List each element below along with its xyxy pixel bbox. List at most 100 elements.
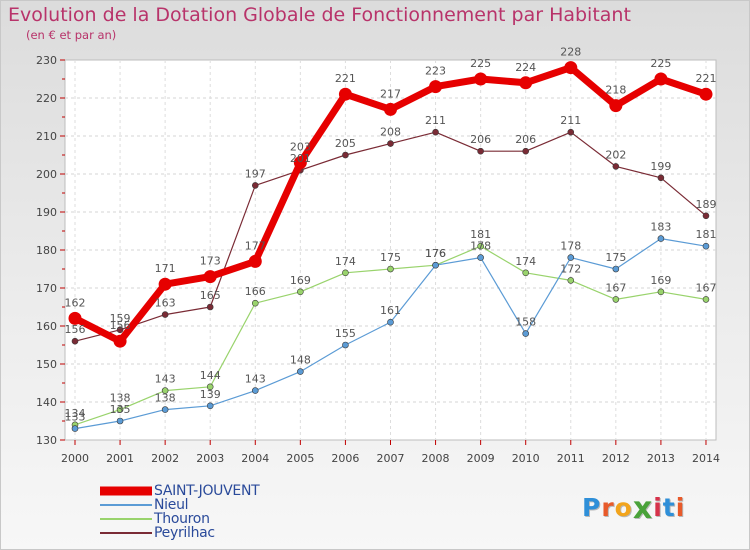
data-label-saint-jouvent: 203: [290, 141, 311, 154]
data-label-nieul: 178: [470, 240, 491, 253]
data-label-saint-jouvent: 171: [155, 262, 176, 275]
data-label-saint-jouvent: 177: [245, 239, 266, 252]
x-tick-label: 2004: [241, 452, 269, 465]
data-label-thouron: 144: [200, 369, 221, 382]
data-label-peyrilhac: 208: [380, 126, 401, 139]
data-point-thouron: [522, 269, 530, 277]
y-tick-label: 230: [36, 54, 57, 67]
data-point-peyrilhac: [657, 174, 665, 182]
series-layer: [68, 61, 713, 432]
logo-letter: t: [662, 493, 676, 522]
data-point-thouron: [477, 242, 484, 250]
data-label-thouron: 175: [380, 251, 401, 264]
x-tick-label: 2007: [376, 452, 404, 465]
data-label-nieul: 176: [425, 247, 446, 260]
data-label-nieul: 148: [290, 354, 311, 367]
data-point-thouron: [297, 288, 304, 296]
data-point-nieul: [342, 341, 349, 349]
data-label-thouron: 167: [605, 281, 626, 294]
y-tick-label: 190: [36, 206, 57, 219]
data-point-peyrilhac: [432, 128, 439, 136]
data-label-saint-jouvent: 173: [200, 255, 221, 268]
legend-label-saint-jouvent: SAINT-JOUVENT: [154, 483, 260, 499]
data-point-saint-jouvent: [564, 61, 578, 75]
data-label-saint-jouvent: 223: [425, 65, 446, 78]
data-label-thouron: 138: [110, 392, 131, 405]
data-point-thouron: [116, 406, 124, 413]
data-point-thouron: [251, 299, 259, 307]
chart-title: Evolution de la Dotation Globale de Fonc…: [8, 4, 631, 26]
grid-layer: [64, 59, 717, 441]
y-tick-label: 140: [36, 396, 57, 409]
y-tick-label: 210: [36, 130, 57, 143]
data-label-peyrilhac: 205: [335, 137, 356, 150]
data-label-saint-jouvent: 224: [515, 61, 536, 74]
y-tick-label: 150: [36, 358, 57, 371]
x-tick-label: 2012: [602, 452, 630, 465]
y-tick-label: 180: [36, 244, 57, 257]
logo-letter: i: [675, 493, 686, 522]
data-label-thouron: 167: [695, 281, 716, 294]
data-point-saint-jouvent: [338, 87, 352, 101]
data-label-saint-jouvent: 221: [695, 72, 716, 85]
data-label-saint-jouvent: 218: [605, 84, 626, 97]
series-nieul: [71, 235, 710, 432]
data-point-saint-jouvent: [474, 72, 488, 86]
data-point-peyrilhac: [477, 147, 484, 155]
data-label-peyrilhac: 159: [110, 312, 131, 325]
data-label-thouron: 143: [155, 373, 176, 386]
y-tick-label: 220: [36, 92, 57, 105]
data-point-nieul: [702, 242, 710, 250]
x-tick-label: 2005: [286, 452, 314, 465]
x-tick-label: 2014: [692, 452, 720, 465]
logo-letter: x: [632, 491, 654, 526]
logo-letter: P: [582, 493, 602, 522]
x-tick-label: 2013: [647, 452, 675, 465]
data-label-peyrilhac: 206: [515, 133, 536, 146]
logo-letter: r: [601, 493, 615, 522]
data-point-thouron: [161, 387, 169, 394]
data-point-thouron: [567, 277, 575, 284]
data-label-nieul: 178: [560, 240, 581, 253]
chart-subtitle: (en € et par an): [26, 28, 117, 42]
data-label-peyrilhac: 201: [290, 152, 311, 165]
data-point-peyrilhac: [567, 128, 575, 136]
data-point-nieul: [71, 425, 79, 432]
data-point-saint-jouvent: [429, 80, 443, 94]
legend-swatch-saint-jouvent: [100, 486, 152, 496]
data-label-thouron: 169: [650, 274, 671, 287]
data-label-nieul: 139: [200, 388, 221, 401]
data-point-nieul: [657, 235, 665, 242]
data-point-nieul: [432, 261, 439, 269]
data-label-thouron: 172: [560, 262, 581, 275]
data-point-saint-jouvent: [654, 72, 668, 86]
data-point-saint-jouvent: [68, 311, 82, 325]
data-label-thouron: 181: [470, 228, 491, 241]
data-label-peyrilhac: 156: [65, 323, 86, 336]
data-label-peyrilhac: 211: [425, 114, 446, 127]
data-label-peyrilhac: 165: [200, 289, 221, 302]
logo-letter: o: [614, 493, 633, 522]
y-tick-label: 170: [36, 282, 57, 295]
proxiti-logo: Proxiti: [582, 489, 686, 526]
data-point-nieul: [116, 417, 124, 425]
data-label-saint-jouvent: 221: [335, 72, 356, 85]
data-point-nieul: [161, 406, 169, 413]
data-point-saint-jouvent: [203, 270, 217, 284]
data-label-thouron: 174: [515, 255, 536, 268]
data-point-peyrilhac: [612, 163, 620, 170]
data-point-nieul: [567, 254, 575, 261]
logo-letter: i: [653, 493, 663, 522]
series-saint-jouvent: [68, 61, 713, 348]
data-point-nieul: [297, 368, 304, 375]
x-tick-label: 2008: [422, 452, 450, 465]
data-point-nieul: [387, 318, 394, 326]
data-point-saint-jouvent: [519, 76, 533, 90]
data-label-saint-jouvent: 156: [110, 319, 131, 332]
data-label-nieul: 155: [335, 327, 356, 340]
data-label-saint-jouvent: 225: [650, 57, 671, 70]
data-label-thouron: 176: [425, 247, 446, 260]
data-point-saint-jouvent: [248, 254, 262, 268]
y-tick-label: 200: [36, 168, 57, 181]
legend-swatch-nieul: [100, 504, 152, 506]
